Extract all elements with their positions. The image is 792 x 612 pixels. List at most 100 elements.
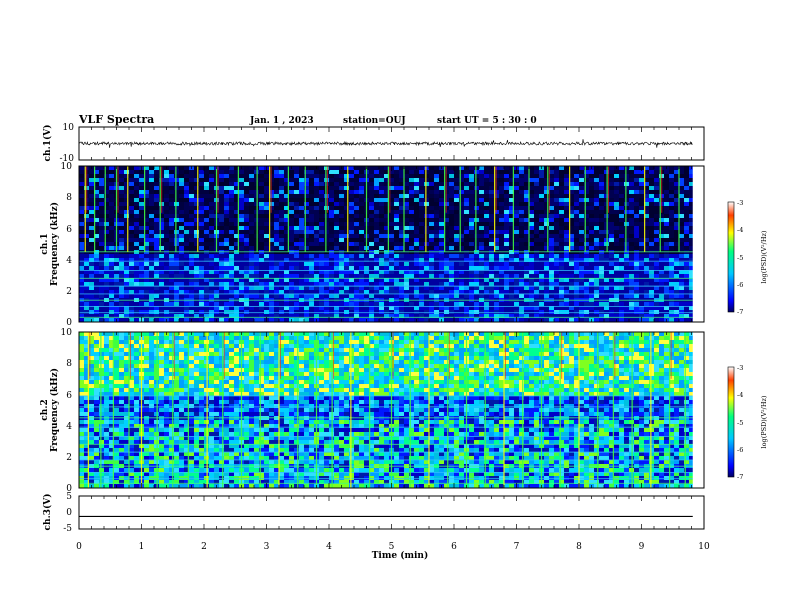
spec1-cell bbox=[329, 302, 334, 306]
spec1-cell bbox=[439, 306, 444, 310]
spec1-cell bbox=[504, 258, 509, 262]
spec1-cell bbox=[454, 306, 459, 310]
spec1-cell bbox=[479, 186, 484, 190]
spec1-cell bbox=[179, 282, 184, 286]
spec1-cell bbox=[234, 242, 239, 246]
spec1-cell bbox=[594, 266, 599, 270]
spec1-cell bbox=[139, 182, 144, 186]
spec1-cell bbox=[649, 238, 654, 242]
spec1-cell bbox=[544, 270, 549, 274]
spec1-cell bbox=[539, 302, 544, 306]
spec1-cell bbox=[284, 218, 289, 222]
spec1-cell bbox=[594, 198, 599, 202]
spec1-cell bbox=[429, 190, 434, 194]
spec1-cell bbox=[654, 270, 659, 274]
spec1-cell bbox=[164, 218, 169, 222]
spec1-cell bbox=[689, 198, 694, 202]
spec1-cell bbox=[499, 206, 504, 210]
spec1-cell bbox=[149, 318, 154, 322]
spec1-cell bbox=[559, 190, 564, 194]
spec1-cell bbox=[604, 194, 609, 198]
spec1-cell bbox=[504, 290, 509, 294]
spec1-cell bbox=[84, 274, 89, 278]
spec1-cell bbox=[484, 282, 489, 286]
spec1-cell bbox=[639, 202, 644, 206]
spec1-cell bbox=[129, 258, 134, 262]
spec1-cell bbox=[314, 186, 319, 190]
spec1-cell bbox=[339, 226, 344, 230]
spec1-cell bbox=[449, 170, 454, 174]
spec1-cell bbox=[159, 306, 164, 310]
spec1-cell bbox=[444, 302, 449, 306]
spec1-cell bbox=[489, 266, 494, 270]
spec1-cell bbox=[279, 214, 284, 218]
spec1-cell bbox=[524, 226, 529, 230]
spec1-cell bbox=[409, 266, 414, 270]
spec1-cell bbox=[629, 214, 634, 218]
spec1-cell bbox=[309, 314, 314, 318]
spec1-cell bbox=[499, 278, 504, 282]
spec1-cell bbox=[469, 294, 474, 298]
spec1-cell bbox=[324, 194, 329, 198]
spec1-cell bbox=[184, 190, 189, 194]
spec1-cell bbox=[274, 274, 279, 278]
spec1-cell bbox=[149, 214, 154, 218]
spec1-cell bbox=[294, 306, 299, 310]
spec1-cell bbox=[429, 210, 434, 214]
spec1-cell bbox=[484, 234, 489, 238]
spec1-cell bbox=[254, 190, 259, 194]
spec1-cell bbox=[604, 230, 609, 234]
spec1-cell bbox=[659, 226, 664, 230]
spec1-cell bbox=[244, 282, 249, 286]
spec1-cell bbox=[639, 198, 644, 202]
spec1-cell bbox=[234, 186, 239, 190]
spec1-cell bbox=[604, 270, 609, 274]
spec1-cell bbox=[244, 202, 249, 206]
spec1-cell bbox=[354, 194, 359, 198]
spec1-cell bbox=[619, 290, 624, 294]
spec1-cell bbox=[154, 246, 159, 250]
spec1-cell bbox=[519, 182, 524, 186]
spec1-cell bbox=[199, 306, 204, 310]
spec1-cell bbox=[404, 194, 409, 198]
spec1-cell bbox=[304, 282, 309, 286]
spec1-cell bbox=[589, 294, 594, 298]
spec1-cell bbox=[514, 278, 519, 282]
spec1-cell bbox=[279, 266, 284, 270]
spec1-cell bbox=[669, 314, 674, 318]
spec1-cell bbox=[439, 246, 444, 250]
spec1-cell bbox=[409, 246, 414, 250]
spec1-cell bbox=[109, 282, 114, 286]
spec1-cell bbox=[519, 234, 524, 238]
spec1-cell bbox=[374, 202, 379, 206]
spec1-cell bbox=[449, 246, 454, 250]
spec1-cell bbox=[674, 266, 679, 270]
spec1-cell bbox=[504, 190, 509, 194]
spec1-cell bbox=[94, 314, 99, 318]
spec1-cell bbox=[639, 238, 644, 242]
spec1-cell bbox=[604, 302, 609, 306]
spec1-cell bbox=[534, 198, 539, 202]
spec1-cell bbox=[554, 246, 559, 250]
spec1-cell bbox=[614, 190, 619, 194]
spec1-cell bbox=[634, 242, 639, 246]
spec1-cell bbox=[489, 282, 494, 286]
spec1-cell bbox=[229, 166, 234, 170]
spec1-cell bbox=[439, 314, 444, 318]
spec1-cell bbox=[639, 222, 644, 226]
spec1-cell bbox=[609, 282, 614, 286]
spec1-cell bbox=[489, 214, 494, 218]
spec1-cell bbox=[534, 266, 539, 270]
spec1-cell bbox=[404, 274, 409, 278]
spec1-cell bbox=[484, 182, 489, 186]
spec1-cell bbox=[424, 238, 429, 242]
spec1-cell bbox=[549, 170, 554, 174]
spec1-cell bbox=[219, 226, 224, 230]
spec1-cell bbox=[149, 170, 154, 174]
spec1-cell bbox=[144, 214, 149, 218]
spec1-cell bbox=[689, 170, 694, 174]
spec1-cell bbox=[284, 278, 289, 282]
spec1-cell bbox=[129, 302, 134, 306]
spec1-cell bbox=[669, 214, 674, 218]
spec1-cell bbox=[369, 262, 374, 266]
